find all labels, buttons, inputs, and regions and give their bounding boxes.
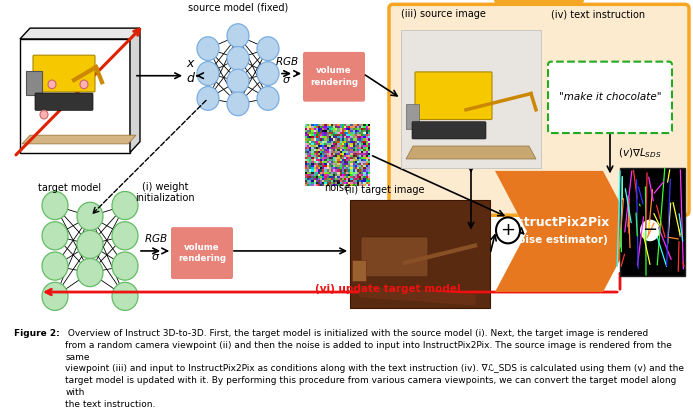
Polygon shape	[406, 104, 419, 129]
FancyBboxPatch shape	[401, 30, 541, 168]
Circle shape	[227, 92, 249, 116]
Text: InstructPix2Pix: InstructPix2Pix	[504, 216, 611, 229]
Circle shape	[639, 218, 661, 242]
Text: "make it chocolate": "make it chocolate"	[559, 92, 661, 102]
Text: (iv) text instruction: (iv) text instruction	[551, 10, 645, 20]
Text: $RGB$: $RGB$	[275, 55, 299, 67]
FancyBboxPatch shape	[620, 168, 685, 276]
Text: $(v)\nabla L_{SDS}$: $(v)\nabla L_{SDS}$	[618, 146, 662, 160]
FancyBboxPatch shape	[303, 52, 365, 102]
Text: +: +	[500, 221, 516, 239]
Text: (vi) update target model: (vi) update target model	[315, 284, 460, 294]
FancyBboxPatch shape	[171, 227, 233, 279]
FancyBboxPatch shape	[35, 93, 93, 110]
Circle shape	[40, 110, 48, 119]
Text: (ii) target image: (ii) target image	[345, 185, 425, 195]
Circle shape	[112, 252, 138, 280]
Circle shape	[257, 37, 279, 61]
Text: $RGB$: $RGB$	[144, 232, 168, 244]
Text: $\sigma$: $\sigma$	[151, 252, 161, 262]
Text: source model (fixed): source model (fixed)	[188, 3, 288, 13]
Circle shape	[77, 230, 103, 258]
FancyBboxPatch shape	[412, 121, 486, 139]
Polygon shape	[352, 260, 366, 281]
Polygon shape	[406, 146, 536, 159]
Text: (iii) source image: (iii) source image	[401, 10, 486, 20]
Circle shape	[42, 252, 68, 280]
Text: target model: target model	[38, 183, 102, 193]
Circle shape	[112, 222, 138, 250]
Polygon shape	[20, 39, 130, 153]
FancyBboxPatch shape	[361, 237, 428, 277]
Text: volume
rendering: volume rendering	[310, 67, 358, 87]
Circle shape	[112, 282, 138, 310]
Circle shape	[77, 202, 103, 230]
Text: (i) weight
initialization: (i) weight initialization	[135, 182, 195, 203]
Text: $\sigma$: $\sigma$	[282, 75, 292, 85]
Circle shape	[227, 24, 249, 47]
FancyBboxPatch shape	[415, 72, 492, 119]
Polygon shape	[495, 171, 635, 292]
Circle shape	[42, 282, 68, 310]
Text: $\mathit{d}$: $\mathit{d}$	[186, 71, 196, 85]
Polygon shape	[22, 135, 136, 144]
Circle shape	[257, 87, 279, 110]
Circle shape	[42, 222, 68, 250]
Text: volume
rendering: volume rendering	[178, 243, 226, 263]
FancyBboxPatch shape	[350, 200, 490, 308]
FancyBboxPatch shape	[494, 0, 584, 3]
Circle shape	[227, 47, 249, 70]
Polygon shape	[130, 28, 140, 153]
Text: $\mathit{x}$: $\mathit{x}$	[186, 57, 196, 70]
Polygon shape	[26, 72, 42, 95]
Circle shape	[80, 80, 88, 89]
FancyBboxPatch shape	[548, 62, 672, 133]
Text: Figure 2:: Figure 2:	[14, 329, 60, 338]
Circle shape	[197, 37, 219, 61]
FancyBboxPatch shape	[389, 4, 689, 215]
FancyBboxPatch shape	[33, 55, 95, 92]
Circle shape	[197, 87, 219, 110]
Text: −: −	[642, 221, 658, 239]
Circle shape	[227, 69, 249, 93]
Circle shape	[42, 191, 68, 220]
Circle shape	[112, 191, 138, 220]
Circle shape	[496, 218, 520, 243]
Polygon shape	[20, 28, 140, 39]
Text: (noise estimator): (noise estimator)	[506, 235, 608, 245]
Circle shape	[48, 80, 56, 89]
Circle shape	[197, 62, 219, 85]
Text: noise: noise	[324, 183, 351, 193]
Circle shape	[257, 62, 279, 85]
Text: Overview of Instruct 3D-to-3D. First, the target model is initialized with the s: Overview of Instruct 3D-to-3D. First, th…	[65, 329, 684, 409]
Circle shape	[77, 258, 103, 287]
